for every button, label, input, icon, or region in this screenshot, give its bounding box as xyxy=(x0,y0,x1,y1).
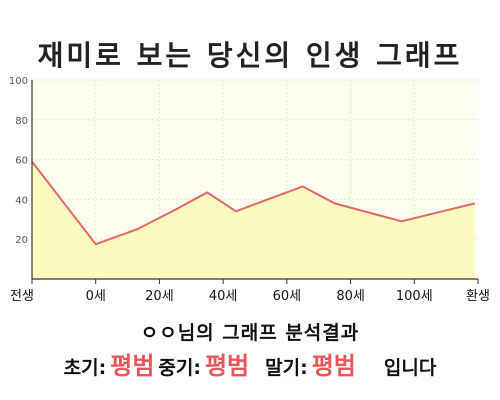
y-tick-label: 80 xyxy=(15,116,28,127)
life-graph-svg: 100 80 60 40 20 전생 0세 20세 40세 60세 80세 100세 환생 xyxy=(9,76,490,304)
y-tick-label: 60 xyxy=(15,156,28,167)
y-tick-label: 40 xyxy=(15,195,28,206)
x-tick-label: 환생 xyxy=(466,289,490,304)
analysis-summary: ㅇㅇ님의 그래프 분석결과 xyxy=(140,322,360,344)
x-tick-label: 전생 xyxy=(10,289,34,304)
chart-title: 재미로 보는 당신의 인생 그래프 xyxy=(37,39,463,72)
y-tick-label: 100 xyxy=(9,76,28,87)
y-tick-label: 20 xyxy=(15,235,28,246)
mid-stage: 중기: 평범 xyxy=(158,346,253,381)
x-tick-label: 20세 xyxy=(145,289,174,304)
life-line xyxy=(31,160,476,246)
x-tick-label: 100세 xyxy=(396,289,433,304)
late-stage: 말기: 평범 xyxy=(265,346,360,381)
analysis-results: 초기: 평범 중기: 평범 말기: 평범 입니다 xyxy=(0,346,500,380)
early-grade: 평범 xyxy=(110,352,155,380)
x-tick-label: 60세 xyxy=(273,289,302,304)
result-ending: 입니다 xyxy=(383,357,437,379)
mid-label: 중기: xyxy=(158,357,201,379)
early-stage: 초기: 평범 xyxy=(64,346,159,381)
x-tick-label: 40세 xyxy=(209,289,238,304)
late-grade: 평범 xyxy=(311,352,356,380)
area-fill xyxy=(32,161,475,279)
late-label: 말기: xyxy=(265,357,308,379)
x-tick-label: 80세 xyxy=(336,289,365,304)
early-label: 초기: xyxy=(63,357,107,379)
life-graph-chart: 100 80 60 40 20 전생 0세 20세 40세 60세 80세 100세 환생 xyxy=(0,70,500,310)
x-tick-label: 0세 xyxy=(86,289,106,304)
mid-grade: 평범 xyxy=(204,352,250,380)
